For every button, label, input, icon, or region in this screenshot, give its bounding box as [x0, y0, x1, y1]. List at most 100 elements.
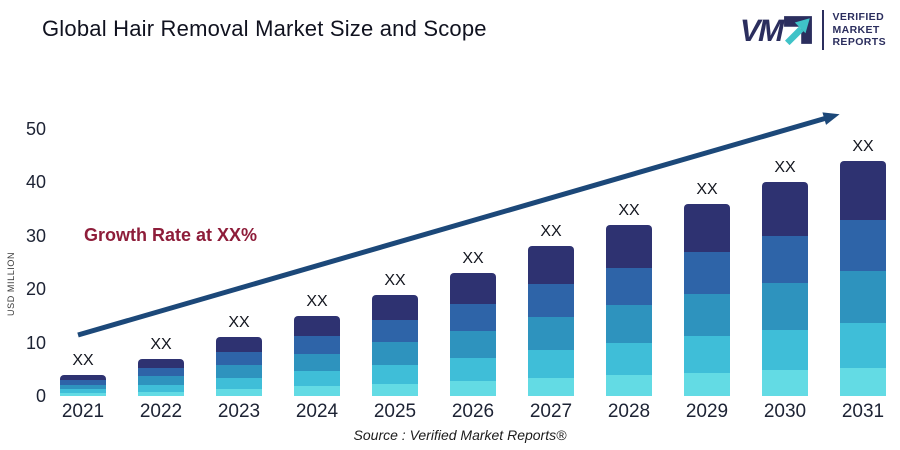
bar-value-label-2025: XX: [384, 272, 406, 289]
bar-value-label-2029: XX: [696, 181, 718, 198]
bar-segment: [294, 371, 340, 387]
bar-value-label-2022: XX: [150, 336, 172, 353]
bar-segment: [372, 295, 418, 321]
bar-segment: [138, 359, 184, 369]
bar-segment: [450, 381, 496, 396]
bar-2026: [450, 273, 496, 396]
x-axis-label-2023: 2023: [217, 401, 261, 422]
bar-segment: [606, 267, 652, 306]
bar-segment: [762, 282, 808, 330]
bar-segment: [762, 370, 808, 396]
bar-segment: [450, 357, 496, 382]
bar-2027: [528, 246, 574, 396]
bar-segment: [840, 323, 886, 368]
x-axis-label-2029: 2029: [685, 401, 729, 422]
logo-divider: [822, 10, 825, 50]
bar-segment: [840, 219, 886, 272]
bar-segment: [684, 336, 730, 373]
bar-segment: [762, 182, 808, 236]
bar-segment: [840, 367, 886, 396]
vm-wordmark: VM: [736, 12, 787, 48]
x-axis-label-2025: 2025: [373, 401, 417, 422]
bar-value-label-2030: XX: [774, 159, 796, 176]
bar-segment: [528, 378, 574, 396]
bar-segment: [450, 303, 496, 331]
bar-segment: [216, 337, 262, 352]
bar-segment: [60, 375, 106, 381]
y-tick-50: 50: [25, 119, 46, 139]
bar-segment: [528, 246, 574, 284]
bar-segment: [606, 342, 652, 376]
x-axis-label-2031: 2031: [841, 401, 885, 422]
bar-segment: [606, 305, 652, 343]
bar-segment: [528, 349, 574, 378]
bar-value-label-2023: XX: [228, 314, 250, 331]
bar-segment: [372, 364, 418, 384]
bar-segment: [60, 380, 106, 385]
bar-segment: [60, 393, 106, 396]
bar-2029: [684, 204, 730, 396]
bar-2023: [216, 337, 262, 396]
vmr-logo: VM VERIFIED MARKET REPORTS: [736, 10, 886, 50]
logo-line-market: MARKET: [832, 23, 880, 36]
bar-value-label-2026: XX: [462, 250, 484, 267]
y-tick-10: 10: [25, 332, 46, 353]
bar-segment: [762, 235, 808, 283]
bar-segment: [294, 386, 340, 396]
bar-value-label-2028: XX: [618, 202, 640, 219]
bar-2022: [138, 359, 184, 396]
logo-line-verified: VERIFIED: [832, 11, 885, 24]
bar-2024: [294, 316, 340, 396]
y-tick-30: 30: [25, 225, 46, 246]
y-tick-0: 0: [35, 386, 46, 406]
bar-segment: [60, 389, 106, 394]
bar-segment: [60, 384, 106, 390]
bar-segment: [606, 225, 652, 268]
bar-segment: [450, 330, 496, 358]
bar-segment: [216, 388, 262, 396]
bar-segment: [528, 316, 574, 350]
logo-text: VERIFIED MARKET REPORTS: [832, 11, 886, 49]
bar-segment: [372, 320, 418, 343]
bar-segment: [138, 368, 184, 377]
bar-segment: [684, 204, 730, 252]
bar-segment: [372, 342, 418, 365]
bar-segment: [684, 294, 730, 337]
growth-rate-annotation: Growth Rate at XX%: [84, 225, 258, 245]
page-title: Global Hair Removal Market Size and Scop…: [42, 16, 487, 41]
x-axis-label-2027: 2027: [529, 401, 573, 422]
x-axis-label-2026: 2026: [451, 401, 495, 422]
bar-segment: [840, 271, 886, 324]
bar-2021: [60, 375, 106, 396]
bar-segment: [840, 161, 886, 220]
x-axis-label-2028: 2028: [607, 401, 651, 422]
y-tick-40: 40: [25, 172, 46, 193]
bar-value-label-2021: XX: [72, 352, 94, 369]
bar-segment: [528, 283, 574, 317]
bar-segment: [450, 273, 496, 304]
vmr-r-arrow-icon: [784, 16, 813, 45]
bar-segment: [372, 383, 418, 396]
bar-2030: [762, 182, 808, 396]
bar-segment: [138, 376, 184, 385]
logo-line-reports: REPORTS: [832, 36, 886, 49]
x-axis-label-2030: 2030: [763, 401, 807, 422]
bar-segment: [138, 391, 184, 396]
bar-segment: [294, 353, 340, 372]
bar-segment: [684, 252, 730, 295]
bar-segment: [216, 351, 262, 365]
x-axis-label-2022: 2022: [139, 401, 183, 422]
source-caption: Source : Verified Market Reports®: [353, 427, 567, 443]
bar-value-label-2027: XX: [540, 223, 562, 240]
bar-2031: [840, 161, 886, 396]
y-tick-20: 20: [25, 279, 46, 300]
bar-2028: [606, 225, 652, 396]
bar-2025: [372, 295, 418, 396]
bar-value-label-2031: XX: [852, 138, 874, 155]
bar-segment: [216, 364, 262, 378]
bar-segment: [684, 372, 730, 396]
bar-segment: [216, 377, 262, 389]
x-axis-label-2021: 2021: [61, 401, 105, 422]
bar-segment: [138, 384, 184, 392]
